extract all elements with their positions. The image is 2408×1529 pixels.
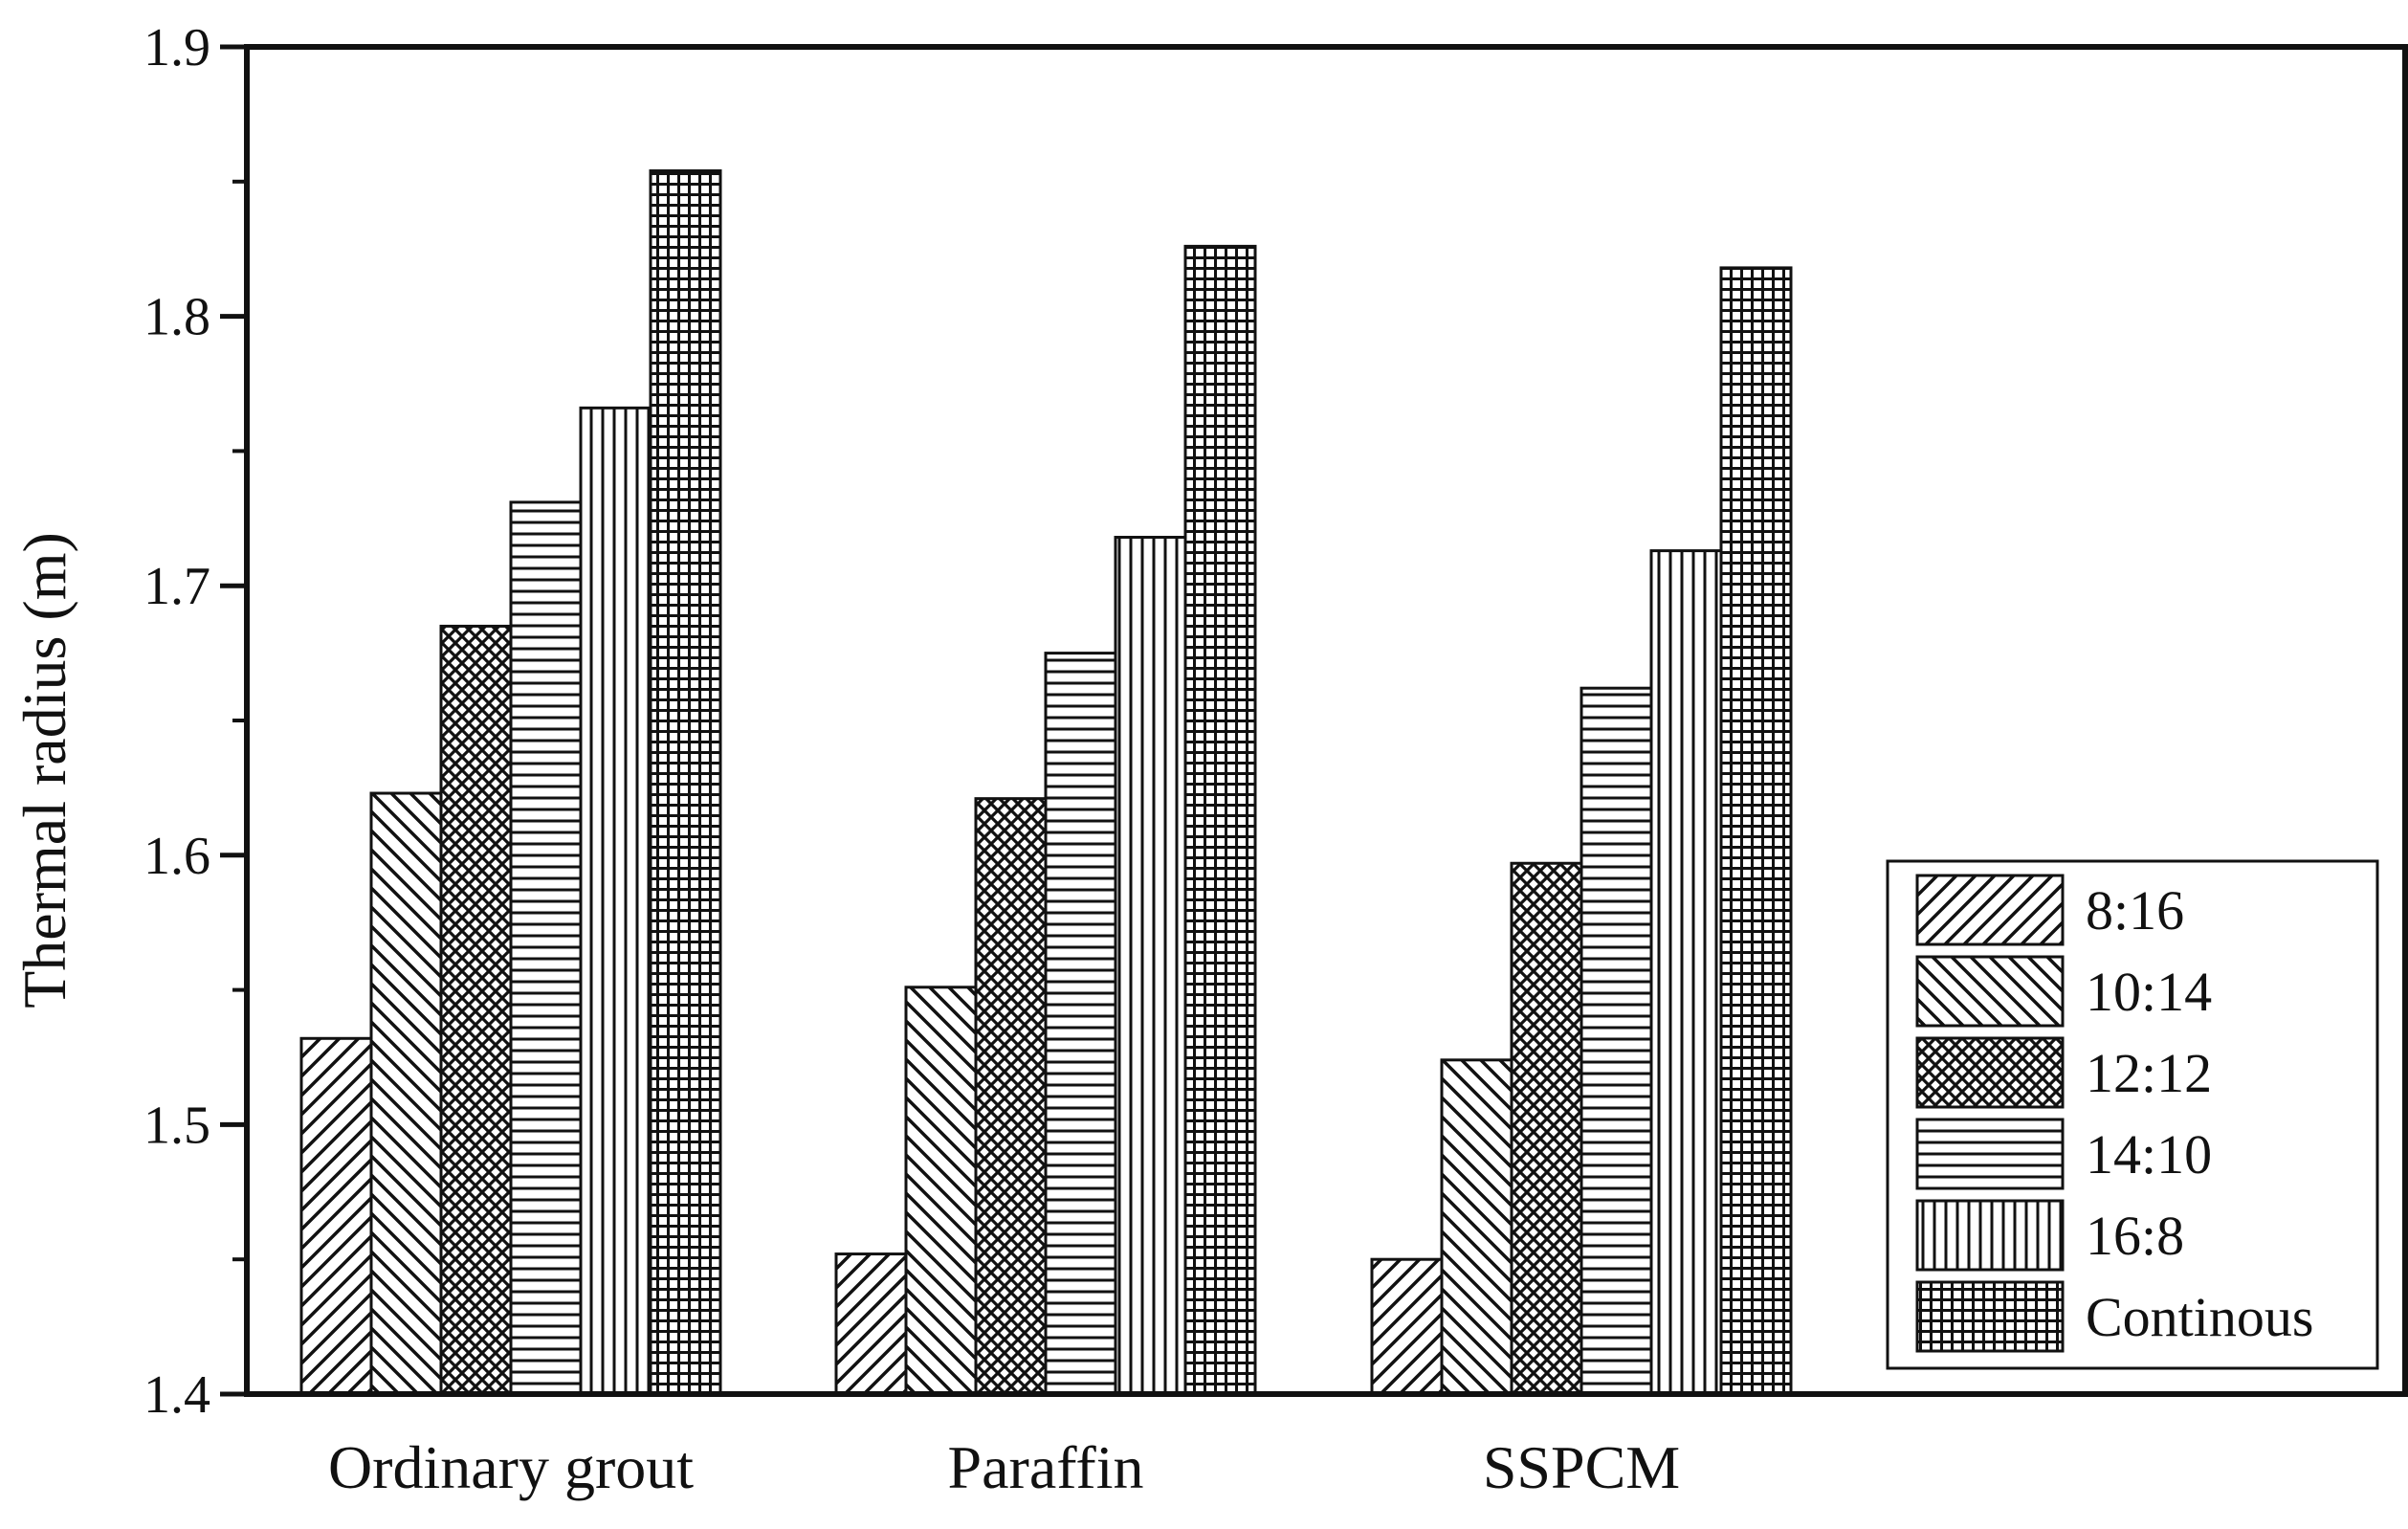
legend-label: 16:8 bbox=[2086, 1205, 2184, 1267]
legend-swatch bbox=[1915, 1280, 2065, 1353]
y-tick-label: 1.4 bbox=[144, 1365, 210, 1425]
y-tick-label: 1.5 bbox=[144, 1096, 210, 1155]
legend-item: 10:14 bbox=[1915, 955, 2212, 1028]
bar bbox=[579, 406, 652, 1396]
legend-label: 10:14 bbox=[2086, 961, 2212, 1023]
bar bbox=[649, 169, 722, 1396]
y-tick-label: 1.8 bbox=[144, 288, 210, 347]
legend-swatch bbox=[1915, 1118, 2065, 1190]
legend-item: 12:12 bbox=[1915, 1036, 2212, 1109]
bar bbox=[369, 791, 443, 1396]
y-tick-label: 1.7 bbox=[144, 557, 210, 616]
bar-group bbox=[1370, 266, 1793, 1396]
bar bbox=[1510, 861, 1583, 1396]
legend-item: 16:8 bbox=[1915, 1199, 2184, 1272]
legend-item: Continous bbox=[1915, 1280, 2314, 1353]
y-axis: 1.4 1.5 1.6 1.7 1.8 1.9 bbox=[144, 18, 247, 1425]
bar bbox=[1719, 266, 1793, 1396]
bar bbox=[834, 1252, 908, 1396]
bar bbox=[509, 500, 583, 1396]
bar bbox=[439, 624, 513, 1396]
y-axis-label: Thermal radius (m) bbox=[11, 532, 78, 1008]
legend-label: 12:12 bbox=[2086, 1042, 2212, 1104]
bar bbox=[904, 986, 978, 1396]
bar-group bbox=[834, 244, 1257, 1396]
x-axis: Ordinary grout Paraffin SSPCM bbox=[328, 1433, 1680, 1501]
y-tick-label: 1.9 bbox=[144, 18, 210, 78]
y-tick-label: 1.6 bbox=[144, 827, 210, 886]
legend-label: Continous bbox=[2086, 1286, 2314, 1348]
x-category-label: Paraffin bbox=[948, 1433, 1144, 1501]
bar bbox=[1649, 549, 1723, 1396]
x-category-label: Ordinary grout bbox=[328, 1433, 694, 1501]
bar-group bbox=[299, 169, 722, 1396]
legend-label: 8:16 bbox=[2086, 879, 2184, 942]
legend-items: 8:16 10:14 12:12 14:10 16:8 Continous bbox=[1915, 874, 2314, 1353]
bars-layer bbox=[299, 169, 1793, 1396]
bar bbox=[1440, 1058, 1513, 1396]
legend-swatch bbox=[1915, 1199, 2065, 1272]
legend-swatch bbox=[1915, 1036, 2065, 1109]
bar bbox=[1114, 536, 1187, 1396]
legend: 8:16 10:14 12:12 14:10 16:8 Continous bbox=[1886, 859, 2379, 1370]
legend-swatch bbox=[1915, 955, 2065, 1028]
bar bbox=[1044, 652, 1117, 1396]
bar bbox=[1580, 686, 1653, 1396]
bar bbox=[974, 797, 1048, 1396]
legend-item: 14:10 bbox=[1915, 1118, 2212, 1190]
bar bbox=[1370, 1257, 1444, 1396]
legend-swatch bbox=[1915, 874, 2065, 946]
bar bbox=[299, 1036, 373, 1396]
legend-label: 14:10 bbox=[2086, 1123, 2212, 1186]
bar bbox=[1183, 244, 1257, 1396]
x-category-label: SSPCM bbox=[1483, 1433, 1680, 1501]
legend-item: 8:16 bbox=[1915, 874, 2184, 946]
